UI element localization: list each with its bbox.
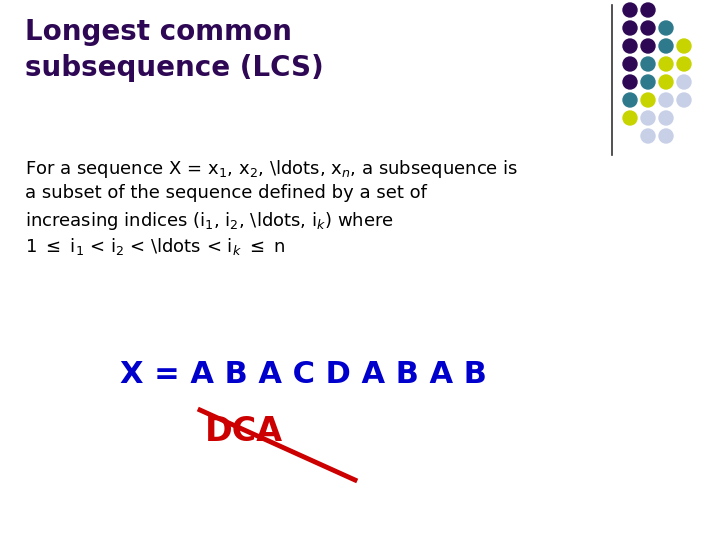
Circle shape xyxy=(641,111,655,125)
Text: Longest common
subsequence (LCS): Longest common subsequence (LCS) xyxy=(25,18,324,82)
Text: increasing indices (i$_1$, i$_2$, \ldots, i$_k$) where: increasing indices (i$_1$, i$_2$, \ldots… xyxy=(25,210,394,232)
Text: X = A B A C D A B A B: X = A B A C D A B A B xyxy=(120,360,487,389)
Circle shape xyxy=(641,75,655,89)
Circle shape xyxy=(677,75,691,89)
Circle shape xyxy=(623,57,637,71)
Circle shape xyxy=(677,39,691,53)
Circle shape xyxy=(641,93,655,107)
Circle shape xyxy=(659,93,673,107)
Circle shape xyxy=(623,75,637,89)
Circle shape xyxy=(659,21,673,35)
Circle shape xyxy=(623,21,637,35)
Circle shape xyxy=(659,111,673,125)
Circle shape xyxy=(659,129,673,143)
Circle shape xyxy=(641,129,655,143)
Circle shape xyxy=(641,21,655,35)
Text: a subset of the sequence defined by a set of: a subset of the sequence defined by a se… xyxy=(25,184,427,202)
Text: DCA: DCA xyxy=(205,415,283,448)
Text: 1 $\leq$ i$_1$ < i$_2$ < \ldots < i$_k$ $\leq$ n: 1 $\leq$ i$_1$ < i$_2$ < \ldots < i$_k$ … xyxy=(25,236,285,257)
Circle shape xyxy=(623,3,637,17)
Circle shape xyxy=(641,39,655,53)
Circle shape xyxy=(623,111,637,125)
Circle shape xyxy=(641,3,655,17)
Text: For a sequence X = x$_1$, x$_2$, \ldots, x$_n$, a subsequence is: For a sequence X = x$_1$, x$_2$, \ldots,… xyxy=(25,158,518,180)
Circle shape xyxy=(659,75,673,89)
Circle shape xyxy=(677,93,691,107)
Circle shape xyxy=(623,93,637,107)
Circle shape xyxy=(659,39,673,53)
Circle shape xyxy=(623,39,637,53)
Circle shape xyxy=(677,57,691,71)
Circle shape xyxy=(659,57,673,71)
Circle shape xyxy=(641,57,655,71)
